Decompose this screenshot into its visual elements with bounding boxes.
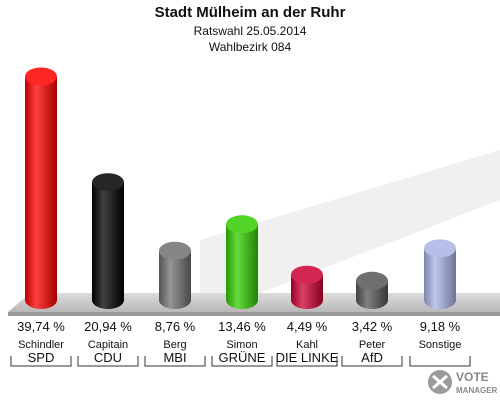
bar-body (424, 248, 456, 309)
bar-body (291, 274, 323, 309)
category-bracket (276, 356, 338, 367)
candidate-label: Kahl (296, 339, 318, 351)
party-label: SPD (28, 350, 55, 365)
bar-cap (159, 241, 191, 260)
bar-sonstige (424, 239, 456, 309)
category-bracket (211, 356, 273, 367)
candidate-label: Schindler (18, 339, 64, 351)
candidate-label: Simon (226, 339, 257, 351)
value-label: 3,42 % (352, 319, 393, 334)
bars (25, 67, 456, 310)
bar-gruene (226, 215, 258, 309)
bar-cap (25, 67, 57, 86)
district-subtitle: Wahlbezirk 084 (208, 40, 292, 54)
election-subtitle: Ratswahl 25.05.2014 (193, 24, 307, 38)
bar-spd (25, 67, 57, 310)
bar-die-linke (291, 265, 323, 309)
candidate-label: Peter (359, 339, 386, 351)
bar-body (92, 182, 124, 309)
floor-edge (8, 312, 500, 316)
logo-line1: VOTE (456, 370, 489, 384)
party-label: AfD (361, 350, 383, 365)
bar-body (159, 250, 191, 309)
category-bracket (77, 356, 139, 367)
logo-cross (432, 374, 448, 390)
bar-cdu (92, 173, 124, 309)
category-bracket (409, 356, 471, 367)
vote-manager-logo: VOTE MANAGER (428, 370, 498, 395)
party-label: MBI (163, 350, 186, 365)
backdrop-band (200, 150, 500, 293)
bar-cap (226, 215, 258, 234)
party-label: DIE LINKE (276, 350, 339, 365)
bar-cap (424, 239, 456, 258)
candidate-label: Sonstige (419, 339, 462, 351)
value-label: 39,74 % (17, 319, 65, 334)
category-bracket (341, 356, 403, 367)
value-label: 8,76 % (155, 319, 196, 334)
logo-line2: MANAGER (456, 386, 498, 395)
bar-afd (356, 271, 388, 309)
party-label: CDU (94, 350, 122, 365)
bar-mbi (159, 241, 191, 309)
value-label: 4,49 % (287, 319, 328, 334)
value-label: 20,94 % (84, 319, 132, 334)
bar-body (226, 224, 258, 309)
category-bracket (144, 356, 206, 367)
bar-cap (356, 271, 388, 290)
category-bracket (10, 356, 72, 367)
bar-body (25, 76, 57, 310)
value-label: 13,46 % (218, 319, 266, 334)
candidate-label: Berg (163, 339, 186, 351)
bar-cap (92, 173, 124, 192)
chart-title: Stadt Mülheim an der Ruhr (154, 4, 346, 21)
party-label: GRÜNE (219, 350, 266, 365)
value-label: 9,18 % (420, 319, 461, 334)
bar-cap (291, 265, 323, 284)
candidate-label: Capitain (88, 339, 128, 351)
